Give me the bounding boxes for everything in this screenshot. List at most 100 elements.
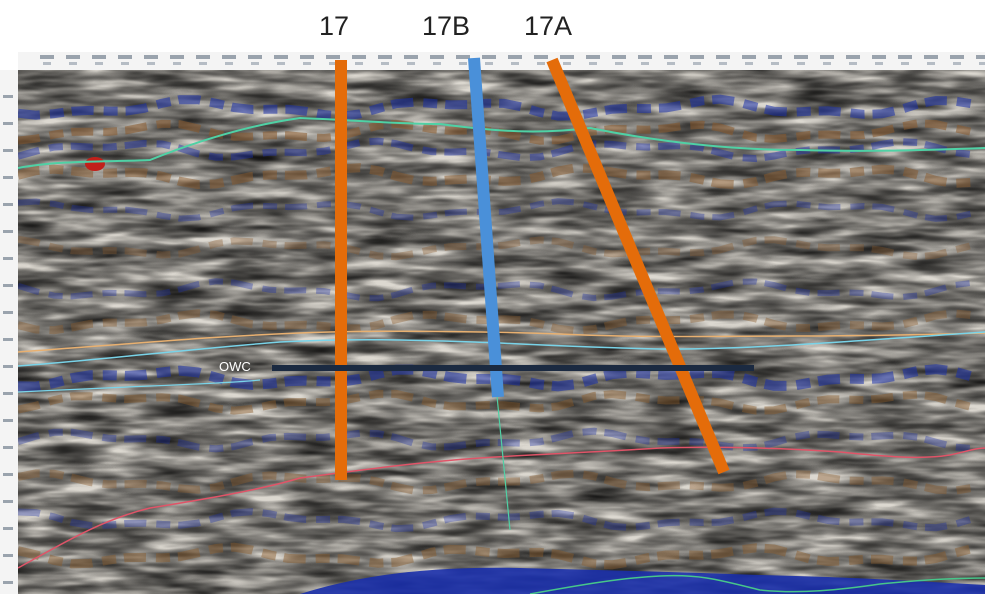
horizon-top <box>18 116 985 169</box>
well-trace-17b-extension <box>496 395 511 531</box>
header-tick <box>66 55 80 59</box>
header-tick <box>823 62 831 65</box>
axis-tick <box>3 473 13 476</box>
header-tick <box>771 62 779 65</box>
trace-header-strip <box>18 52 985 70</box>
axis-tick <box>3 392 13 395</box>
header-tick <box>92 55 106 59</box>
header-tick <box>953 62 961 65</box>
well-path-17a <box>546 57 730 475</box>
header-tick <box>433 62 441 65</box>
depth-axis-strip <box>0 70 18 594</box>
axis-tick <box>3 122 13 125</box>
header-tick <box>979 62 985 65</box>
horizon-bottom-green <box>529 574 985 594</box>
axis-tick <box>3 581 13 584</box>
header-tick <box>352 55 366 59</box>
header-tick <box>222 55 236 59</box>
header-tick <box>485 62 493 65</box>
header-tick <box>745 62 753 65</box>
header-tick <box>144 55 158 59</box>
header-tick <box>719 62 727 65</box>
depth-axis-ticks <box>3 95 13 584</box>
header-tick <box>430 55 444 59</box>
header-tick <box>537 62 545 65</box>
header-tick <box>95 62 103 65</box>
header-tick <box>329 62 337 65</box>
header-tick <box>378 55 392 59</box>
header-tick <box>797 62 805 65</box>
header-tick <box>199 62 207 65</box>
header-tick <box>820 55 834 59</box>
horizons <box>18 116 985 594</box>
well-path-17b <box>468 57 504 398</box>
header-tick <box>641 62 649 65</box>
well-label-17a: 17A <box>524 11 573 41</box>
axis-tick <box>3 419 13 422</box>
trace-header-ticks <box>40 55 985 65</box>
header-tick <box>638 55 652 59</box>
header-tick <box>251 62 259 65</box>
header-tick <box>43 62 51 65</box>
horizon-lower-red <box>18 446 985 569</box>
axis-tick <box>3 446 13 449</box>
header-tick <box>563 62 571 65</box>
horizon-middle-orange <box>18 330 985 353</box>
header-tick <box>173 62 181 65</box>
header-tick <box>303 62 311 65</box>
axis-tick <box>3 149 13 152</box>
axis-tick <box>3 95 13 98</box>
header-tick <box>170 55 184 59</box>
header-tick <box>40 55 54 59</box>
header-tick <box>355 62 363 65</box>
header-tick <box>121 62 129 65</box>
header-tick <box>459 62 467 65</box>
header-tick <box>118 55 132 59</box>
owc-label: OWC <box>219 359 251 374</box>
header-tick <box>482 55 496 59</box>
header-tick <box>274 55 288 59</box>
header-tick <box>147 62 155 65</box>
header-tick <box>875 62 883 65</box>
axis-tick <box>3 500 13 503</box>
header-tick <box>664 55 678 59</box>
axis-tick <box>3 338 13 341</box>
header-tick <box>950 55 964 59</box>
axis-tick <box>3 365 13 368</box>
well-paths <box>335 57 730 480</box>
axis-tick <box>3 257 13 260</box>
header-tick <box>690 55 704 59</box>
header-tick <box>407 62 415 65</box>
axis-tick <box>3 527 13 530</box>
axis-tick <box>3 203 13 206</box>
axis-tick <box>3 284 13 287</box>
header-tick <box>612 55 626 59</box>
header-tick <box>693 62 701 65</box>
high-amplitude-anomaly <box>85 157 105 171</box>
header-tick <box>560 55 574 59</box>
axis-tick <box>3 554 13 557</box>
header-tick <box>768 55 782 59</box>
horizon-lower-cyan <box>18 379 261 393</box>
header-tick <box>248 55 262 59</box>
header-tick <box>404 55 418 59</box>
header-tick <box>901 62 909 65</box>
header-tick <box>716 55 730 59</box>
header-tick <box>511 62 519 65</box>
well-label-17: 17 <box>319 11 350 41</box>
header-tick <box>508 55 522 59</box>
header-tick <box>589 62 597 65</box>
header-tick <box>225 62 233 65</box>
axis-tick <box>3 311 13 314</box>
header-tick <box>794 55 808 59</box>
header-tick <box>667 62 675 65</box>
header-tick <box>534 55 548 59</box>
header-tick <box>976 55 985 59</box>
axis-tick <box>3 176 13 179</box>
well-label-17b: 17B <box>422 11 471 41</box>
header-tick <box>742 55 756 59</box>
header-tick <box>300 55 314 59</box>
header-tick <box>456 55 470 59</box>
header-tick <box>924 55 938 59</box>
header-tick <box>196 55 210 59</box>
